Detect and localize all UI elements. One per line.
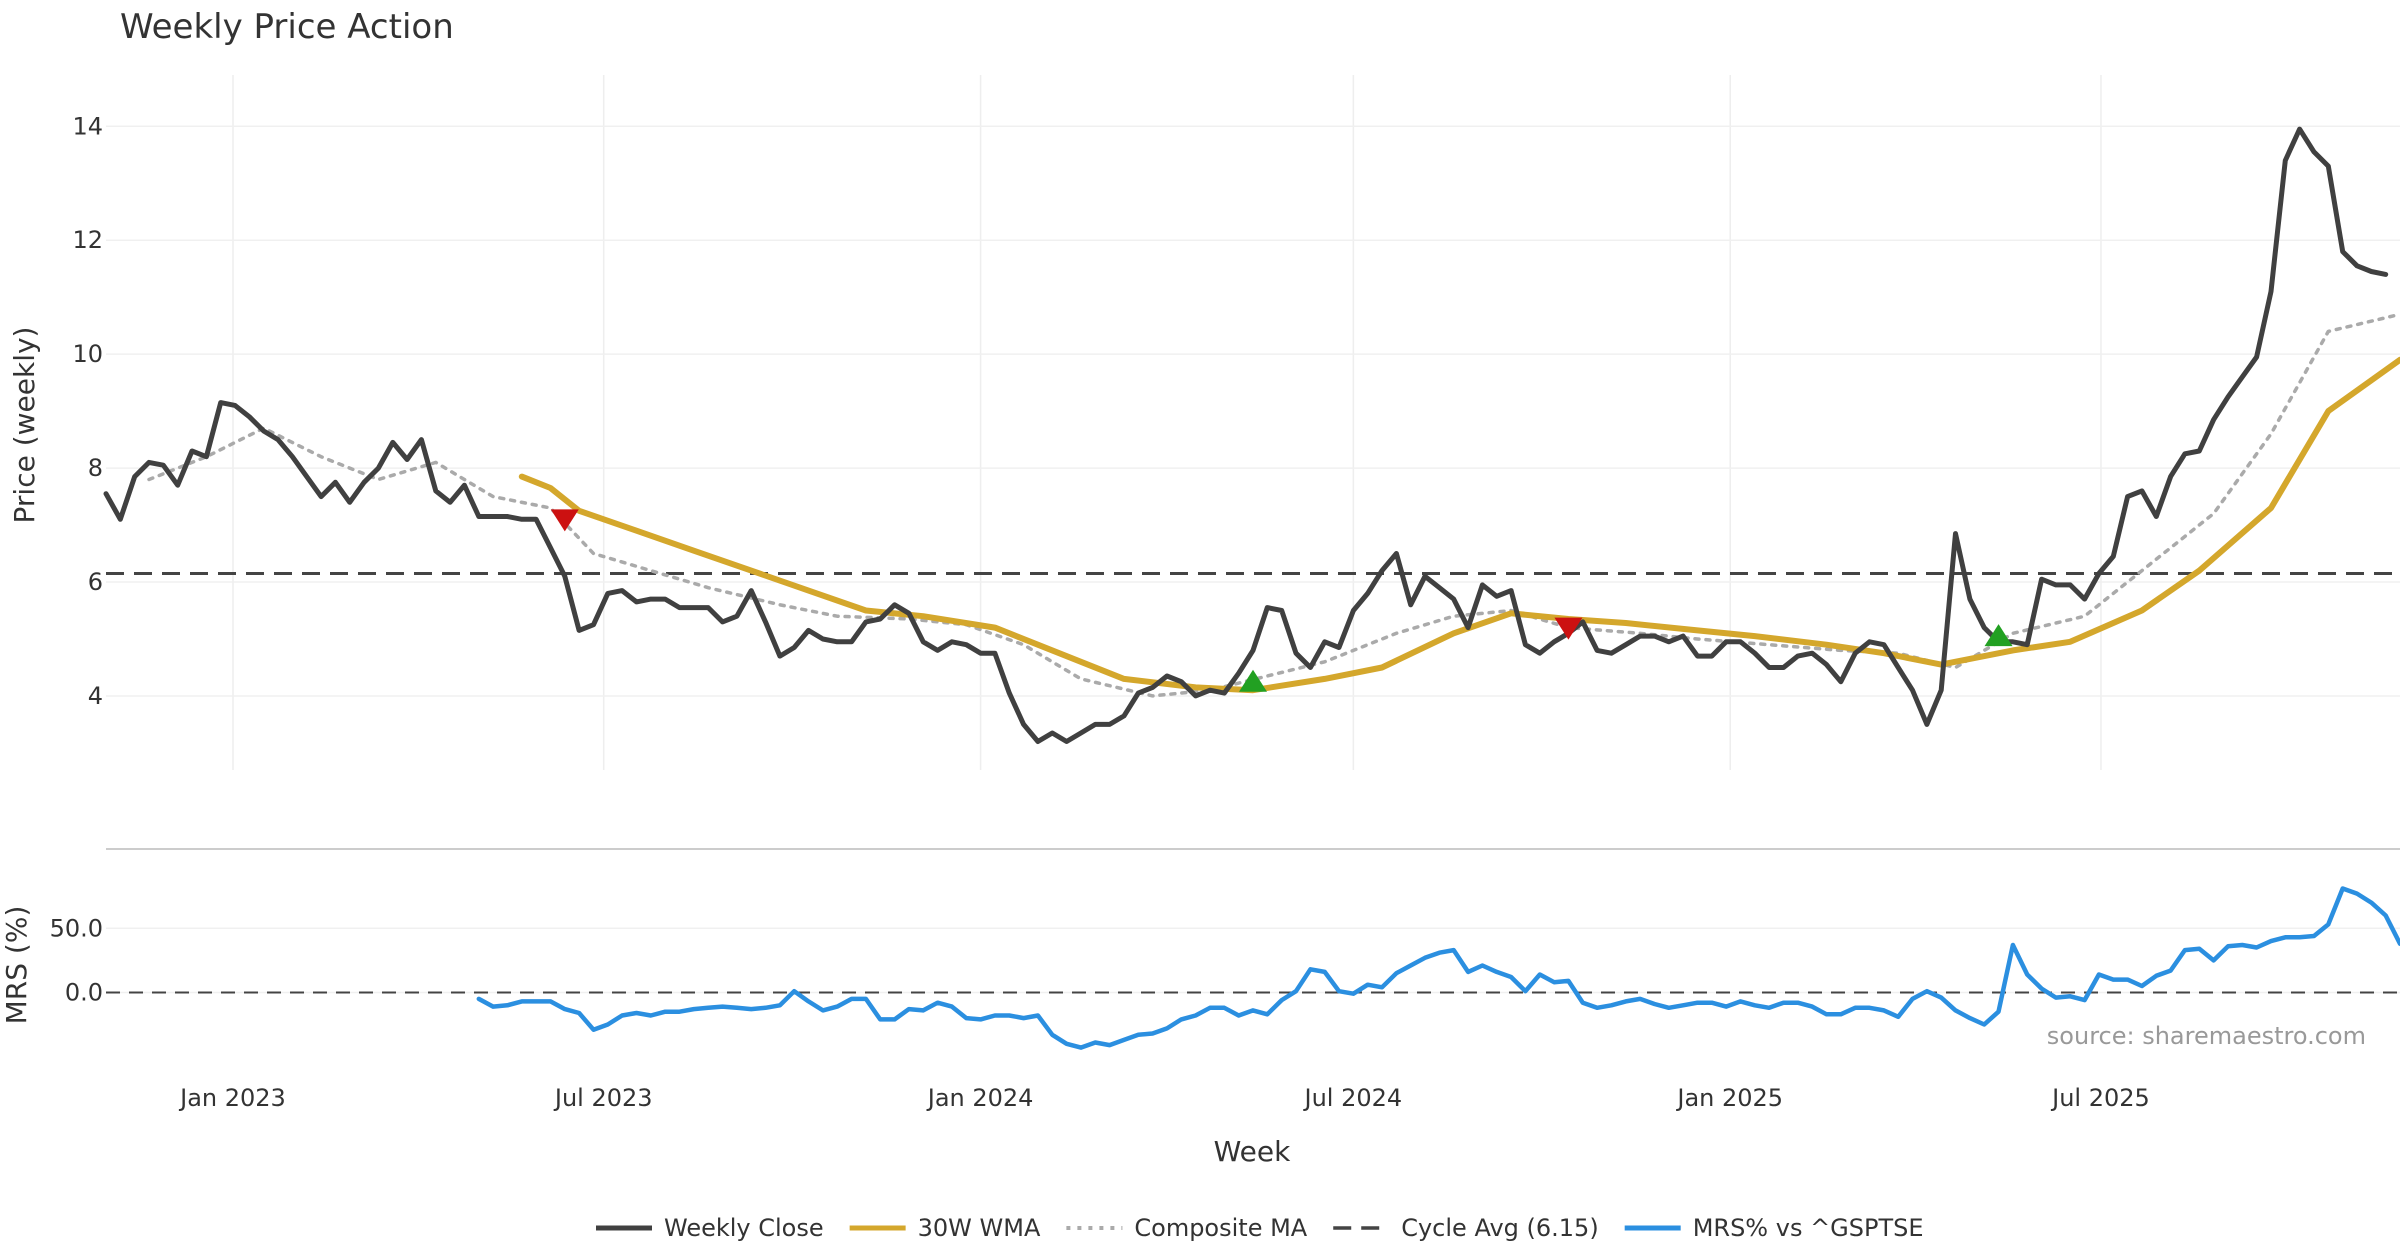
x-axis-ticks: Jan 2023 Jul 2023 Jan 2024 Jul 2024 Jan 2025…: [178, 1084, 2150, 1112]
signal-markers: [550, 509, 2013, 692]
x-tick-jan-2023: Jan 2023: [178, 1084, 286, 1112]
x-tick-jan-2024: Jan 2024: [926, 1084, 1034, 1112]
x-tick-jan-2025: Jan 2025: [1675, 1084, 1783, 1112]
legend-label-30w-wma: 30W WMA: [918, 1214, 1041, 1242]
legend-label-composite-ma: Composite MA: [1134, 1214, 1307, 1242]
series-weekly-close: [103, 126, 2389, 744]
mrs-series: [476, 886, 2400, 1050]
price-y-tick-8: 8: [88, 454, 103, 482]
legend-item-composite-ma: Composite MA: [1066, 1214, 1308, 1242]
x-tick-jul-2024: Jul 2024: [1303, 1084, 1403, 1112]
price-y-tick-10: 10: [72, 340, 103, 368]
sell-signal-marker-0: [550, 509, 579, 532]
mrs-y-axis-label: MRS (%): [0, 906, 33, 1025]
series-30w-wma: [518, 356, 2400, 694]
price-y-tick-14: 14: [72, 112, 103, 140]
price-gridlines: [106, 75, 2400, 770]
price-panel: 4 6 8 10 12 14 Price (weekly): [8, 75, 2400, 770]
x-tick-jul-2023: Jul 2023: [553, 1084, 653, 1112]
price-y-ticks: 4 6 8 10 12 14: [72, 112, 103, 710]
legend-item-cycle-avg-6-15: Cycle Avg (6.15): [1333, 1214, 1599, 1242]
series-composite-ma: [147, 312, 2400, 698]
price-y-tick-6: 6: [88, 568, 103, 596]
legend: Weekly Close 30W WMA Composite MA Cycle Avg…: [596, 1214, 1924, 1242]
source-note: source: sharemaestro.com: [2047, 1022, 2366, 1050]
price-series: [103, 126, 2400, 744]
legend-item-mrs-vs-gsptse: MRS% vs ^GSPTSE: [1624, 1214, 1924, 1242]
x-tick-jul-2025: Jul 2025: [2050, 1084, 2150, 1112]
mrs-y-ticks: 0.0 50.0: [50, 914, 103, 1006]
mrs-panel: 0.0 50.0 MRS (%) source: sharemaestro.com: [0, 886, 2400, 1050]
legend-item-30w-wma: 30W WMA: [849, 1214, 1041, 1242]
series-mrs-vs-gsptse: [476, 886, 2400, 1050]
price-y-axis-label: Price (weekly): [8, 327, 41, 524]
price-y-tick-4: 4: [88, 682, 103, 710]
legend-label-mrs-vs-gsptse: MRS% vs ^GSPTSE: [1693, 1214, 1924, 1242]
mrs-y-tick-0: 0.0: [65, 978, 103, 1006]
sell-signal-marker-2: [1554, 617, 1583, 640]
x-axis-label: Week: [1214, 1135, 1291, 1168]
buy-signal-marker-3: [1984, 624, 2013, 647]
buy-signal-marker-1: [1239, 669, 1267, 692]
legend-item-weekly-close: Weekly Close: [596, 1214, 824, 1242]
mrs-gridlines: [106, 927, 2400, 994]
chart-title: Weekly Price Action: [120, 7, 454, 47]
legend-label-cycle-avg-6-15: Cycle Avg (6.15): [1401, 1214, 1598, 1242]
mrs-y-tick-1: 50.0: [50, 914, 103, 942]
legend-label-weekly-close: Weekly Close: [664, 1214, 824, 1242]
price-y-tick-12: 12: [72, 226, 103, 254]
